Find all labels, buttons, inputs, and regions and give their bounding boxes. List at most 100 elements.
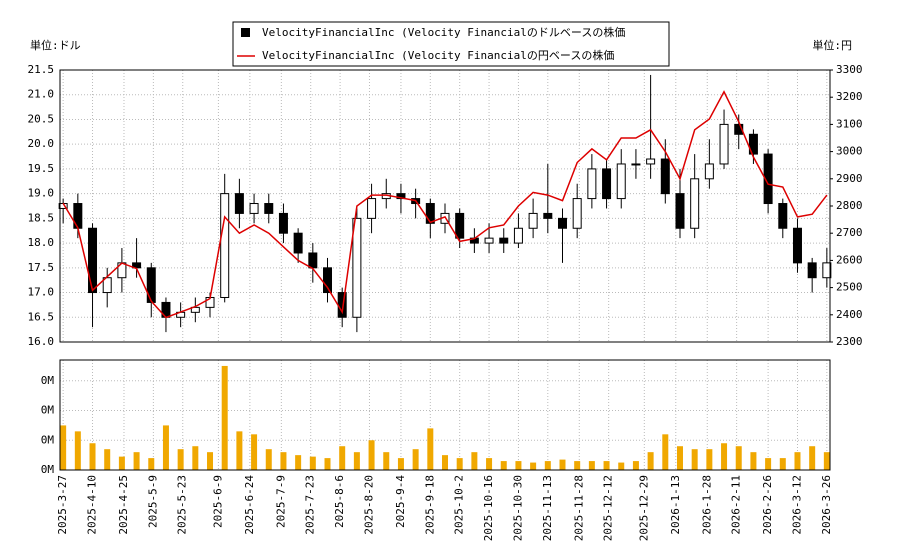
x-tick-label: 2025-9-18 (423, 475, 436, 535)
volume-bar (207, 452, 214, 470)
candle-body (543, 212, 553, 219)
candle-body (396, 193, 406, 200)
y-tick-label: 20.5 (28, 112, 55, 125)
x-tick-label: 2025-7-9 (274, 475, 287, 528)
volume-bar (383, 452, 390, 470)
candle-body (807, 262, 817, 279)
volume-bar (60, 425, 67, 470)
x-tick-label: 2025-10-30 (511, 475, 524, 541)
volume-bar (691, 449, 698, 470)
candle-body (602, 168, 612, 200)
x-tick-label: 2025-6-9 (211, 475, 224, 528)
volume-bar (74, 431, 81, 470)
candle-body (763, 153, 773, 205)
candle-body (249, 203, 259, 214)
x-tick-label: 2025-11-28 (572, 475, 585, 541)
volume-bar (500, 461, 507, 470)
candle-body (572, 198, 582, 229)
volume-bar (721, 443, 728, 470)
volume-bar (148, 458, 155, 470)
y2-tick-label: 2300 (836, 335, 863, 348)
legend-box (232, 21, 670, 67)
y-tick-label: 18.5 (28, 211, 55, 224)
volume-bar (353, 452, 360, 470)
volume-bar (397, 458, 404, 470)
volume-bar (544, 461, 551, 470)
legend-label: VelocityFinancialInc (Velocity Financial… (262, 25, 625, 39)
candle-body (822, 262, 832, 279)
x-tick-label: 2026-1-13 (669, 475, 682, 535)
volume-bar (486, 458, 493, 470)
y-tick-label: 20.0 (28, 137, 55, 150)
volume-bar (324, 458, 331, 470)
candle-body (616, 163, 626, 200)
candle-body (367, 198, 377, 219)
candle-body (792, 227, 802, 264)
volume-bar (236, 431, 243, 470)
y-tick-label: 21.0 (28, 88, 55, 101)
volume-bar (442, 455, 448, 470)
x-tick-label: 2025-5-23 (176, 475, 189, 535)
x-tick-label: 2026-3-26 (820, 475, 833, 535)
x-tick-label: 2025-5-9 (146, 475, 159, 528)
y2-tick-label: 3200 (836, 90, 863, 103)
volume-bar (162, 425, 169, 470)
candle-body (352, 217, 362, 318)
volume-bar (823, 452, 830, 470)
candle-body (293, 232, 303, 254)
volume-bar (471, 452, 478, 470)
candle-body (278, 212, 288, 234)
volume-bar (618, 462, 625, 470)
volume-bar (192, 446, 199, 470)
candle-body (499, 237, 509, 244)
volume-bar (339, 446, 346, 470)
y-tick-label: 17.0 (28, 286, 55, 299)
x-tick-label: 2026-2-26 (761, 475, 774, 535)
candle-body (425, 203, 435, 224)
candle-body (308, 252, 318, 269)
y-unit-label: 単位:ドル (30, 38, 81, 52)
volume-bar (89, 443, 96, 470)
volume-bar (588, 461, 595, 470)
y2-tick-label: 2900 (836, 172, 863, 185)
y-tick-label: 0M (41, 404, 55, 417)
volume-bar (662, 434, 669, 470)
plot-frame (59, 69, 831, 343)
x-tick-label: 2025-7-23 (304, 475, 317, 535)
volume-bar (515, 461, 522, 470)
volume-bar (574, 461, 581, 470)
volume-bar (559, 459, 566, 470)
y2-tick-label: 2500 (836, 281, 863, 294)
volume-bar (177, 449, 184, 470)
volume-bar (280, 452, 287, 470)
volume-bar (104, 449, 111, 470)
y-tick-label: 0M (41, 433, 55, 446)
candle-body (513, 227, 523, 244)
candle-body (455, 212, 465, 239)
y-tick-label: 0M (41, 374, 55, 387)
x-tick-label: 2025-10-2 (453, 475, 466, 535)
volume-bar (530, 462, 537, 470)
y-tick-label: 0M (41, 463, 55, 476)
y-tick-label: 19.0 (28, 187, 55, 200)
x-tick-label: 2025-9-4 (394, 475, 407, 528)
y2-tick-label: 2800 (836, 199, 863, 212)
candle-body (704, 163, 714, 180)
y2-tick-label: 2700 (836, 226, 863, 239)
volume-bar (779, 458, 786, 470)
volume-bar (647, 452, 654, 470)
candle-body (234, 193, 244, 214)
volume-bar (603, 461, 610, 470)
volume-bar (368, 440, 375, 470)
y-tick-label: 16.0 (28, 335, 55, 348)
y2-tick-label: 3000 (836, 145, 863, 158)
volume-bar (735, 446, 742, 470)
candle-body (690, 178, 700, 229)
x-tick-label: 2025-4-10 (86, 475, 99, 535)
volume-bar (765, 458, 772, 470)
volume-bar (118, 456, 125, 470)
volume-bar (750, 452, 757, 470)
y2-unit-label: 単位:円 (812, 38, 852, 52)
volume-bar (632, 461, 639, 470)
x-tick-label: 2025-10-16 (482, 475, 495, 541)
